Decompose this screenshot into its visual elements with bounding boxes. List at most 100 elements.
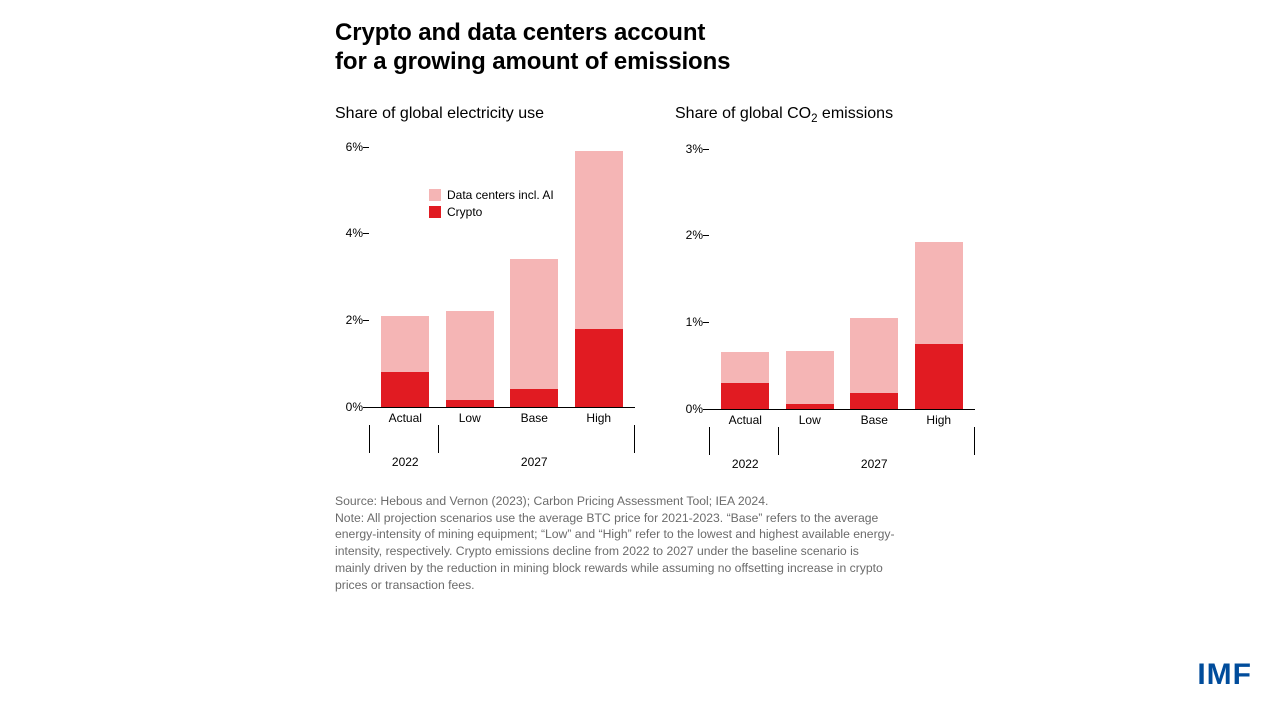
y-tick-label: 3% xyxy=(686,142,703,156)
bar-column xyxy=(381,316,429,407)
bar-stack xyxy=(446,311,494,406)
y-tick-label: 0% xyxy=(346,400,363,414)
bar-column xyxy=(850,318,898,409)
chart1-y-axis: 0% 2% 4% 6% xyxy=(335,133,369,435)
bar-stack xyxy=(510,259,558,406)
group-label: 2027 xyxy=(844,457,904,471)
chart1-bars-area: Data centers incl. AI Crypto xyxy=(369,147,635,408)
bar-column xyxy=(721,352,769,408)
imf-logo: IMF xyxy=(1197,658,1252,692)
y-tick-label: 1% xyxy=(686,315,703,329)
chart-emissions: Share of global CO2 emissions 0% 1% 2% 3% A… xyxy=(675,105,975,437)
y-tick xyxy=(703,409,709,410)
bar-column xyxy=(575,151,623,407)
legend-label-data-centers: Data centers incl. AI xyxy=(447,188,554,202)
content: Crypto and data centers account for a gr… xyxy=(335,18,975,594)
x-tick-label: Base xyxy=(850,413,898,427)
chart2-plot-area: Actual Low Base High xyxy=(709,135,975,437)
bar-segment-data-centers xyxy=(721,352,769,382)
bar-segment-data-centers xyxy=(381,316,429,372)
chart1-group-separators xyxy=(369,425,635,437)
bar-segment-data-centers xyxy=(575,151,623,329)
bar-column xyxy=(446,311,494,406)
bar-segment-crypto xyxy=(850,393,898,409)
chart1-x-labels: Actual Low Base High xyxy=(369,411,635,425)
chart1-plot: 0%2%4%6% Data centers incl. AI Crypt xyxy=(335,133,635,435)
group-separator xyxy=(438,425,439,453)
bar-segment-crypto xyxy=(446,400,494,407)
bar-column xyxy=(786,351,834,409)
title-line-2: for a growing amount of emissions xyxy=(335,48,730,75)
y-tick xyxy=(703,149,709,150)
group-separator xyxy=(778,427,779,455)
chart2-group-separators xyxy=(709,427,975,439)
chart2-subtitle: Share of global CO2 emissions xyxy=(675,105,975,125)
source-footnote: Source: Hebous and Vernon (2023); Carbon… xyxy=(335,493,895,594)
group-label: 2022 xyxy=(375,455,435,469)
legend-row-data-centers: Data centers incl. AI xyxy=(429,188,554,202)
chart1-plot-area: Data centers incl. AI Crypto Actual Low Ba… xyxy=(369,133,635,435)
bar-column xyxy=(915,242,963,408)
page: Crypto and data centers account for a gr… xyxy=(0,0,1280,720)
y-tick-label: 2% xyxy=(686,228,703,242)
bar-stack xyxy=(575,151,623,407)
bar-column xyxy=(510,259,558,406)
x-tick-label: Base xyxy=(510,411,558,425)
x-tick-label: High xyxy=(575,411,623,425)
x-tick-label: High xyxy=(915,413,963,427)
group-separator xyxy=(634,425,635,453)
legend-swatch-data-centers xyxy=(429,189,441,201)
y-tick xyxy=(363,233,369,234)
bar-segment-crypto xyxy=(721,383,769,409)
chart2-bars-area xyxy=(709,149,975,410)
y-tick-label: 2% xyxy=(346,313,363,327)
x-tick-label: Actual xyxy=(721,413,769,427)
bar-stack xyxy=(721,352,769,408)
y-tick-label: 4% xyxy=(346,226,363,240)
bar-segment-data-centers xyxy=(446,311,494,400)
bar-stack xyxy=(381,316,429,407)
legend-swatch-crypto xyxy=(429,206,441,218)
chart2-plot: 0%1%2%3% ActualLowBaseHigh 20222027 xyxy=(675,135,975,437)
chart2-bars xyxy=(709,149,975,409)
group-separator xyxy=(369,425,370,453)
y-tick xyxy=(363,147,369,148)
bar-segment-crypto xyxy=(915,344,963,409)
bar-segment-data-centers xyxy=(915,242,963,343)
x-tick-label: Low xyxy=(446,411,494,425)
chart2-group-labels: 2022 2027 xyxy=(709,457,975,477)
chart1-subtitle: Share of global electricity use xyxy=(335,105,635,123)
bar-segment-crypto xyxy=(510,389,558,406)
title-line-1: Crypto and data centers account xyxy=(335,19,705,46)
y-tick-label: 6% xyxy=(346,140,363,154)
main-title: Crypto and data centers account for a gr… xyxy=(335,18,975,77)
bar-segment-data-centers xyxy=(510,259,558,389)
bar-stack xyxy=(850,318,898,409)
y-tick xyxy=(363,407,369,408)
bar-stack xyxy=(786,351,834,409)
bar-segment-crypto xyxy=(575,329,623,407)
chart2-x-labels: Actual Low Base High xyxy=(709,413,975,427)
legend-label-crypto: Crypto xyxy=(447,205,482,219)
chart1-group-labels: 2022 2027 xyxy=(369,455,635,475)
chart2-y-axis: 0% 1% 2% 3% xyxy=(675,135,709,437)
bar-stack xyxy=(915,242,963,408)
group-separator xyxy=(974,427,975,455)
legend-row-crypto: Crypto xyxy=(429,205,554,219)
group-label: 2027 xyxy=(504,455,564,469)
bar-segment-crypto xyxy=(381,372,429,407)
group-label: 2022 xyxy=(715,457,775,471)
y-tick xyxy=(703,235,709,236)
chart-electricity: Share of global electricity use 0% 2% 4% 6%… xyxy=(335,105,635,437)
y-tick xyxy=(363,320,369,321)
charts-row: Share of global electricity use 0% 2% 4% 6%… xyxy=(335,105,975,437)
chart-legend: Data centers incl. AI Crypto xyxy=(429,188,554,222)
y-tick xyxy=(703,322,709,323)
bar-segment-crypto xyxy=(786,404,834,408)
x-tick-label: Low xyxy=(786,413,834,427)
x-tick-label: Actual xyxy=(381,411,429,425)
y-tick-label: 0% xyxy=(686,402,703,416)
chart1-bars xyxy=(369,147,635,407)
bar-segment-data-centers xyxy=(850,318,898,393)
group-separator xyxy=(709,427,710,455)
